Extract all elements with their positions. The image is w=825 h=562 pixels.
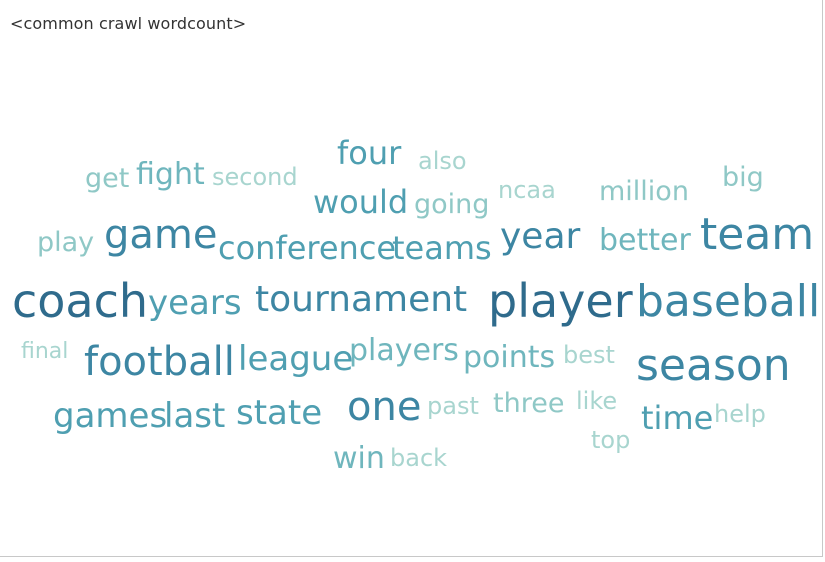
word-player: player xyxy=(488,274,633,328)
word-league: league xyxy=(238,339,354,379)
word-back: back xyxy=(390,444,448,472)
word-million: million xyxy=(599,176,689,207)
word-teams: teams xyxy=(392,229,492,267)
word-one: one xyxy=(347,384,422,430)
word-football: football xyxy=(84,339,235,385)
word-baseball: baseball xyxy=(636,276,821,327)
word-would: would xyxy=(313,183,409,221)
word-also: also xyxy=(418,147,467,175)
word-better: better xyxy=(599,223,691,258)
word-win: win xyxy=(333,441,385,476)
word-help: help xyxy=(714,400,766,428)
word-time: time xyxy=(641,399,714,437)
word-get: get xyxy=(85,163,130,194)
word-years: years xyxy=(148,283,242,323)
word-three: three xyxy=(493,388,565,419)
word-points: points xyxy=(463,340,556,375)
chart-title: <common crawl wordcount> xyxy=(10,14,247,33)
word-top: top xyxy=(591,426,631,454)
word-past: past xyxy=(427,392,479,420)
word-big: big xyxy=(722,162,764,193)
word-final: final xyxy=(21,339,69,364)
word-team: team xyxy=(700,209,815,260)
word-year: year xyxy=(500,216,581,257)
word-tournament: tournament xyxy=(255,279,468,320)
word-games: games xyxy=(53,396,168,436)
word-season: season xyxy=(636,340,791,391)
word-second: second xyxy=(212,163,298,191)
word-game: game xyxy=(104,212,218,258)
word-ncaa: ncaa xyxy=(498,176,556,204)
word-state: state xyxy=(236,393,323,433)
word-fight: fight xyxy=(136,157,205,192)
word-like: like xyxy=(576,387,618,415)
word-best: best xyxy=(563,341,615,369)
word-four: four xyxy=(337,134,402,172)
word-coach: coach xyxy=(12,274,149,328)
word-players: players xyxy=(349,333,459,368)
word-last: last xyxy=(164,396,226,436)
word-play: play xyxy=(37,227,95,258)
word-going: going xyxy=(414,189,490,220)
word-conference: conference xyxy=(218,229,397,267)
